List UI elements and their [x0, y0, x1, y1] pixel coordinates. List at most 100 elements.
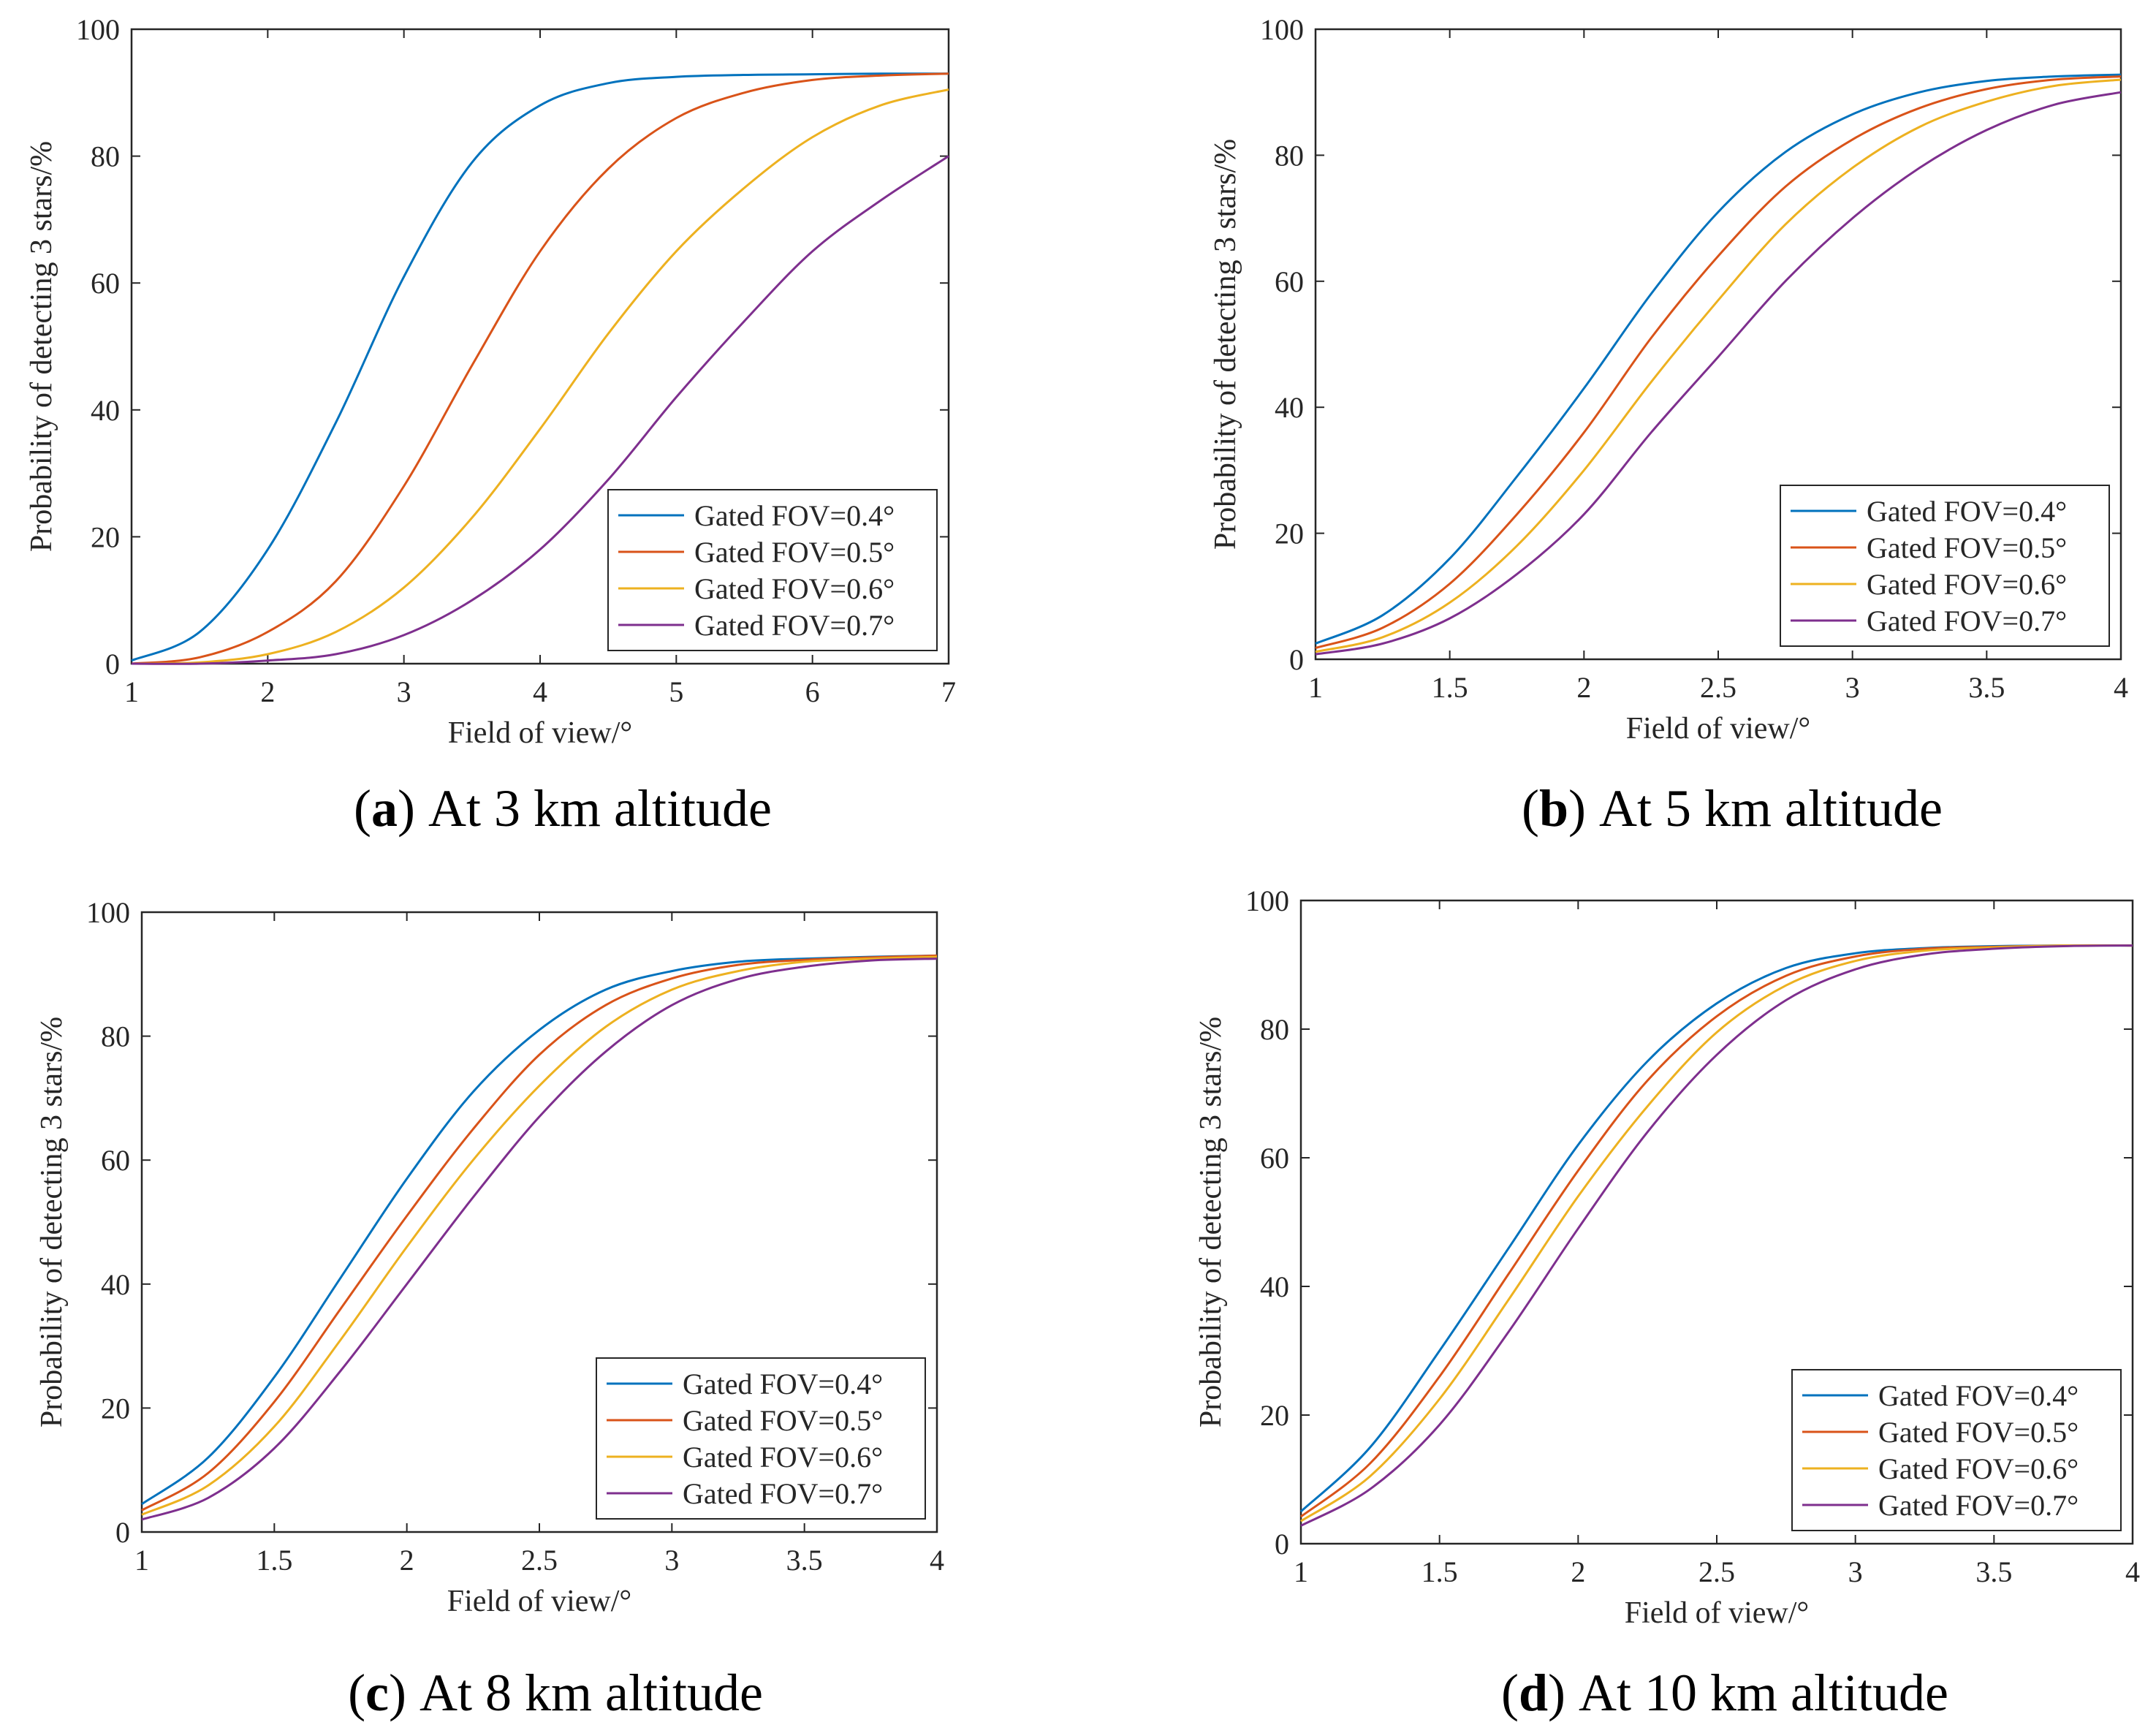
x-tick-label: 3 [664, 1544, 679, 1577]
x-tick-label: 2 [400, 1544, 414, 1577]
x-tick-label: 2 [260, 675, 275, 708]
legend-entry-4: Gated FOV=0.7° [1878, 1489, 2079, 1522]
series-line-4 [131, 155, 949, 665]
y-tick-label: 100 [1245, 884, 1289, 917]
y-tick-label: 100 [1260, 13, 1304, 46]
legend-entry-4: Gated FOV=0.7° [683, 1477, 883, 1510]
x-tick-label: 1 [134, 1544, 149, 1577]
caption-letter: c [365, 1664, 389, 1722]
x-tick-label: 3 [397, 675, 411, 708]
series-line-2 [141, 954, 938, 1512]
legend: Gated FOV=0.4°Gated FOV=0.5°Gated FOV=0.… [607, 489, 938, 651]
panel-caption: (b) At 5 km altitude [1522, 779, 1943, 838]
legend-box [607, 489, 938, 651]
legend-entry-4: Gated FOV=0.7° [1867, 604, 2067, 637]
caption-text: At 10 km altitude [1565, 1664, 1948, 1722]
x-tick-label: 5 [669, 675, 683, 708]
x-tick-label: 2 [1571, 1555, 1585, 1588]
y-tick-label: 60 [1275, 265, 1304, 298]
x-tick-label: 2.5 [1700, 671, 1736, 704]
legend-entry-2: Gated FOV=0.5° [1867, 531, 2067, 564]
y-tick-label: 40 [1275, 391, 1304, 424]
legend-entry-1: Gated FOV=0.4° [694, 499, 895, 532]
x-tick-label: 3 [1845, 671, 1860, 704]
y-tick-label: 40 [1260, 1270, 1289, 1303]
y-tick-label: 20 [91, 520, 120, 553]
y-tick-label: 0 [105, 648, 120, 680]
y-tick-label: 100 [86, 896, 130, 929]
x-tick-label: 1.5 [1421, 1555, 1458, 1588]
y-tick-label: 0 [115, 1516, 130, 1549]
y-tick-label: 60 [101, 1144, 130, 1177]
legend-entry-3: Gated FOV=0.6° [1867, 568, 2067, 601]
x-tick-label: 1 [124, 675, 139, 708]
legend-entry-2: Gated FOV=0.5° [1878, 1416, 2079, 1449]
series-line-3 [141, 955, 938, 1516]
legend: Gated FOV=0.4°Gated FOV=0.5°Gated FOV=0.… [1791, 1369, 2122, 1531]
legend-entry-3: Gated FOV=0.6° [1878, 1452, 2079, 1485]
y-tick-label: 20 [101, 1392, 130, 1425]
x-tick-label: 4 [930, 1544, 944, 1577]
y-tick-label: 0 [1289, 643, 1304, 676]
legend-entry-2: Gated FOV=0.5° [694, 536, 895, 569]
chart-panel-a: 1 2 3 4 5 6 7 0 20 40 60 80 100 Field of view/° Probab… [25, 13, 956, 838]
y-tick-label: 100 [76, 13, 120, 46]
legend-box [596, 1357, 926, 1520]
x-tick-label: 4 [533, 675, 547, 708]
series-line-4 [1315, 91, 2122, 656]
series-line-3 [1300, 944, 2133, 1522]
caption-text: At 3 km altitude [415, 779, 772, 838]
x-axis-label: Field of view/° [447, 1585, 631, 1618]
x-tick-label: 2 [1576, 671, 1591, 704]
series-line-1 [141, 954, 938, 1506]
y-tick-label: 40 [101, 1268, 130, 1301]
y-tick-label: 80 [1260, 1013, 1289, 1046]
x-tick-label: 1.5 [1432, 671, 1468, 704]
y-tick-label: 80 [91, 140, 120, 173]
x-tick-label: 2.5 [521, 1544, 558, 1577]
caption-letter: d [1519, 1664, 1548, 1722]
y-axis-label: Probability of detecting 3 stars/% [1194, 1017, 1228, 1427]
panel-caption: (a) At 3 km altitude [354, 779, 772, 838]
series-line-3 [1315, 78, 2122, 653]
x-tick-label: 3.5 [786, 1544, 823, 1577]
x-axis-label: Field of view/° [1626, 712, 1810, 746]
x-tick-label: 4 [2114, 671, 2128, 704]
x-tick-label: 1.5 [256, 1544, 292, 1577]
caption-letter: a [371, 779, 398, 838]
y-tick-label: 20 [1275, 517, 1304, 550]
x-axis-label: Field of view/° [1625, 1596, 1809, 1630]
legend: Gated FOV=0.4°Gated FOV=0.5° Gated FOV=0.… [1780, 485, 2110, 647]
y-tick-label: 60 [91, 267, 120, 300]
panel-caption: (d) At 10 km altitude [1501, 1664, 1948, 1722]
series-line-3 [131, 88, 949, 665]
series-line-1 [1315, 73, 2122, 645]
caption-letter: b [1539, 779, 1568, 838]
legend-entry-4: Gated FOV=0.7° [694, 609, 895, 642]
legend-entry-1: Gated FOV=0.4° [1878, 1379, 2079, 1412]
series-line-2 [131, 72, 949, 665]
y-axis-label: Probability of detecting 3 stars/% [35, 1017, 69, 1427]
x-tick-label: 6 [805, 675, 820, 708]
y-tick-label: 40 [91, 394, 120, 427]
legend-box [1791, 1369, 2122, 1531]
x-axis-label: Field of view/° [448, 716, 632, 750]
caption-text: At 5 km altitude [1586, 779, 1943, 838]
y-tick-label: 80 [1275, 139, 1304, 172]
y-axis-label: Probability of detecting 3 stars/% [1209, 139, 1242, 550]
x-tick-label: 3.5 [1968, 671, 2005, 704]
legend-entry-1: Gated FOV=0.4° [1867, 495, 2067, 528]
y-tick-label: 80 [101, 1020, 130, 1053]
x-tick-label: 4 [2125, 1555, 2140, 1588]
panel-caption: (c) At 8 km altitude [348, 1664, 763, 1722]
x-tick-label: 1 [1294, 1555, 1308, 1588]
legend-entry-3: Gated FOV=0.6° [694, 572, 895, 605]
series-line-4 [1300, 944, 2133, 1527]
series-line-2 [1315, 75, 2122, 649]
series-line-4 [141, 957, 938, 1521]
x-tick-label: 2.5 [1698, 1555, 1735, 1588]
